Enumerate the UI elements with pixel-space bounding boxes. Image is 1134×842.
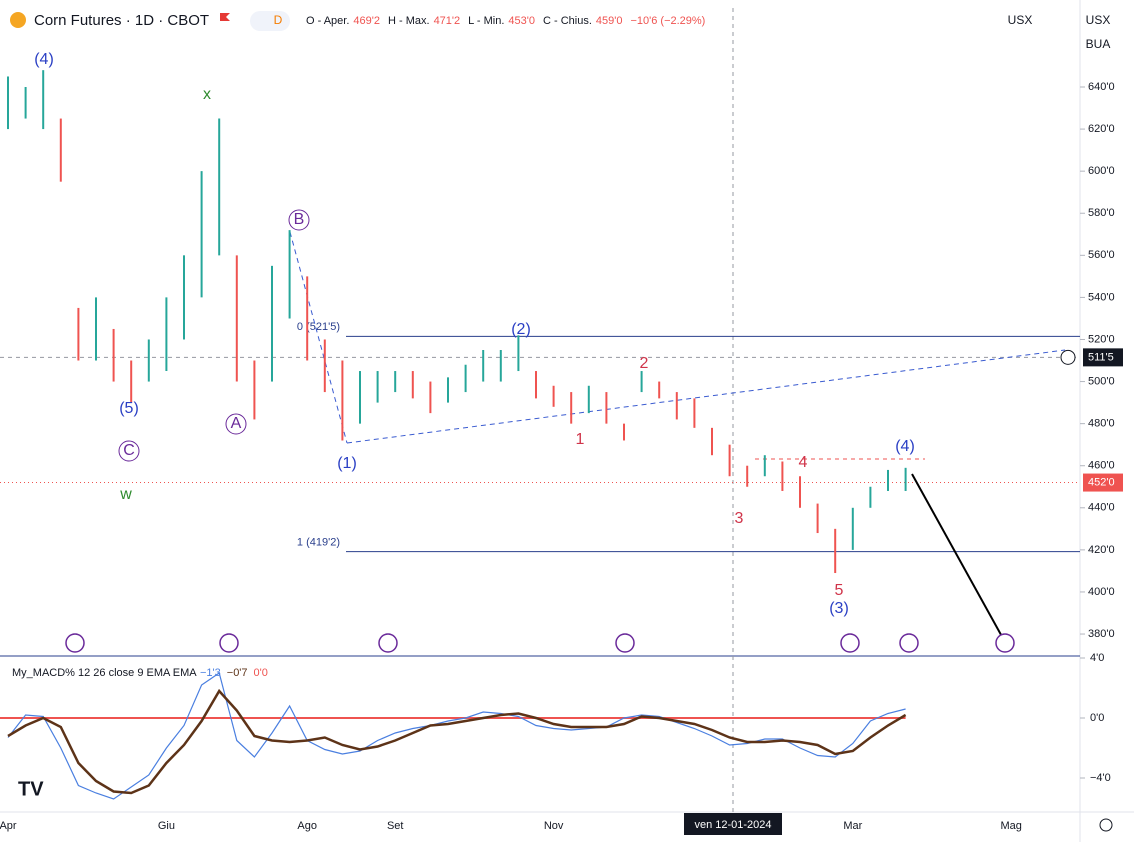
flag-icon <box>220 13 230 21</box>
event-icon <box>899 633 919 653</box>
y-tick-label: 560'0 <box>1088 249 1115 261</box>
ohlc-label: L - Min. <box>468 15 504 27</box>
x-tick-label: Set <box>387 820 404 832</box>
wave-label: (5) <box>119 400 139 417</box>
y-tick-label: 480'0 <box>1088 418 1115 430</box>
price-change: −10'6 (−2.29%) <box>630 15 705 27</box>
wave-label: 1 <box>576 431 585 448</box>
event-icon <box>995 633 1015 653</box>
crosshair-price-box <box>1083 348 1123 367</box>
y-tick-label: 420'0 <box>1088 544 1115 556</box>
last-price-box <box>1083 473 1123 492</box>
y-tick-label: 620'0 <box>1088 123 1115 135</box>
event-icon <box>840 633 860 653</box>
fib-level-label: 1 (419'2) <box>297 536 340 548</box>
currency[interactable]: USX <box>1008 13 1033 27</box>
wave-label: (4) <box>34 51 54 68</box>
ohlc-label: C - Chius. <box>543 15 592 27</box>
x-tick-label: Giu <box>158 820 175 832</box>
currency-selector[interactable]: USX <box>1086 13 1111 27</box>
symbol-icon <box>10 12 26 28</box>
x-tick-label: Nov <box>544 820 564 832</box>
y-tick-label: 600'0 <box>1088 165 1115 177</box>
crosshair-price: 511'5 <box>1088 351 1114 363</box>
event-icon <box>219 633 239 653</box>
y-tick-label: 440'0 <box>1088 502 1115 514</box>
wave-circle <box>118 440 140 462</box>
event-icon <box>615 633 635 653</box>
macd-line <box>7 688 907 795</box>
y-tick-label: 500'0 <box>1088 375 1115 387</box>
badge-box[interactable] <box>250 11 290 31</box>
settings-icon[interactable] <box>1099 818 1113 832</box>
wave-label: A <box>231 415 242 432</box>
x-tick-label: Mag <box>1000 820 1021 832</box>
tv-logo: TV <box>18 778 44 800</box>
wave-label: (3) <box>829 600 849 617</box>
x-tick-label: Ago <box>297 820 317 832</box>
crosshair-date-box <box>684 813 782 835</box>
y-tick-label: 520'0 <box>1088 333 1115 345</box>
unit-selector[interactable]: BUA <box>1086 37 1111 51</box>
wave-label: (4) <box>895 438 915 455</box>
wave-label: 2 <box>640 355 649 372</box>
wave-label: w <box>119 486 132 503</box>
ohlc-value: 471'2 <box>434 15 461 27</box>
add-alert <box>1060 349 1076 365</box>
wave-label: 5 <box>835 582 844 599</box>
wave-label: B <box>294 211 305 228</box>
wave-circle <box>225 413 247 435</box>
target-line <box>911 473 1006 643</box>
indicator-reading: −0'7 <box>227 667 248 679</box>
trend-line <box>289 231 348 444</box>
y-tick-label: 640'0 <box>1088 81 1115 93</box>
event-icon <box>65 633 85 653</box>
x-tick-label: Apr <box>0 820 17 832</box>
ohlc-label: O - Aper. <box>306 15 349 27</box>
last-price: 452'0 <box>1088 476 1115 488</box>
wave-circle <box>288 209 310 231</box>
symbol-title: Corn Futures · 1D · CBOT <box>34 12 209 29</box>
y-tick-label: 540'0 <box>1088 291 1115 303</box>
ohlc-value: 459'0 <box>596 15 623 27</box>
indicator-reading: −1'3 <box>200 667 221 679</box>
y-tick-label: 580'0 <box>1088 207 1115 219</box>
ohlc-value: 469'2 <box>353 15 380 27</box>
y-tick-label: −4'0 <box>1090 772 1111 784</box>
wave-label: (1) <box>337 455 357 472</box>
y-tick-label: 460'0 <box>1088 460 1115 472</box>
wave-label: x <box>203 86 211 103</box>
wave-label: C <box>123 442 135 459</box>
fib-level-label: 0 (521'5) <box>297 321 340 333</box>
x-tick-label: Mar <box>843 820 862 832</box>
event-icon <box>378 633 398 653</box>
ohlc-value: 453'0 <box>508 15 535 27</box>
wave-label: 3 <box>735 510 744 527</box>
y-tick-label: 380'0 <box>1088 628 1115 640</box>
ohlc-label: H - Max. <box>388 15 430 27</box>
trend-line <box>346 349 1066 444</box>
indicator-reading: 0'0 <box>254 667 268 679</box>
wave-label: (2) <box>511 321 531 338</box>
y-tick-label: 400'0 <box>1088 586 1115 598</box>
crosshair-date: ven 12-01-2024 <box>694 819 771 831</box>
y-tick-label: 0'0 <box>1090 712 1104 724</box>
indicator-title: My_MACD% 12 26 close 9 EMA EMA <box>12 667 197 679</box>
wave-label: 4 <box>799 454 808 471</box>
y-tick-label: 4'0 <box>1090 652 1104 664</box>
badge: D <box>274 13 283 27</box>
